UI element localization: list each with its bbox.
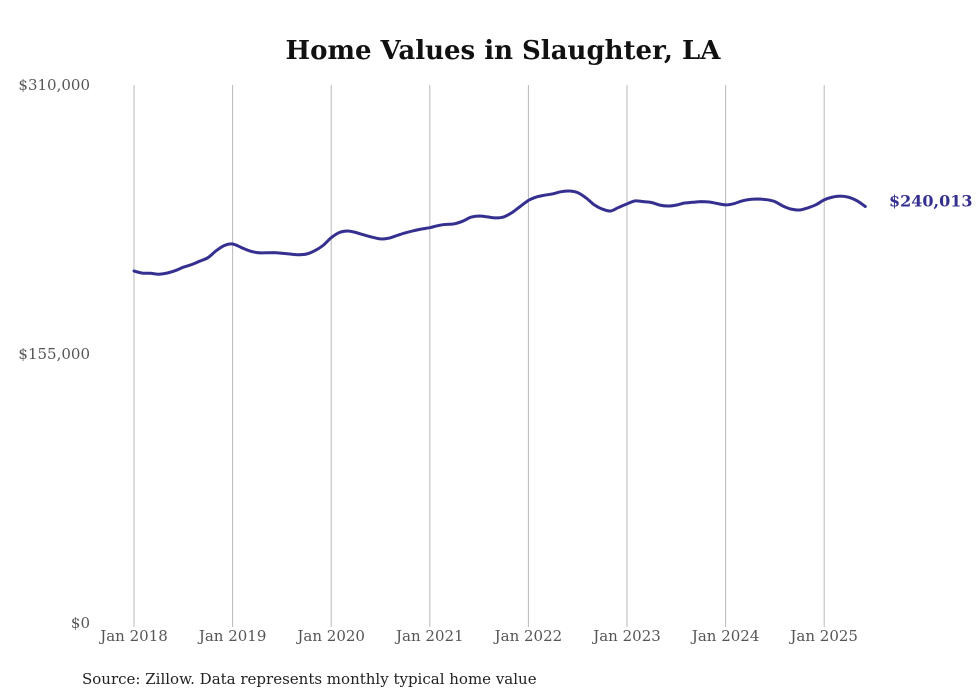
x-tick-label: Jan 2020 — [295, 627, 365, 645]
x-tick-label: Jan 2024 — [690, 627, 760, 645]
y-tick-label: $0 — [71, 614, 90, 632]
end-value-label: $240,013 — [889, 192, 973, 211]
y-tick-label: $155,000 — [18, 345, 90, 363]
x-tick-label: Jan 2021 — [394, 627, 464, 645]
y-tick-label: $310,000 — [18, 76, 90, 94]
chart-title: Home Values in Slaughter, LA — [286, 36, 722, 66]
source-note: Source: Zillow. Data represents monthly … — [82, 670, 537, 688]
y-axis: $0 $155,000 $310,000 — [18, 76, 90, 632]
series-line-home-value — [132, 189, 867, 276]
x-axis: Jan 2018 Jan 2019 Jan 2020 Jan 2021 Jan 2022… — [98, 627, 858, 645]
x-tick-label: Jan 2023 — [591, 627, 661, 645]
grid-lines — [133, 85, 825, 627]
x-tick-label: Jan 2019 — [197, 627, 267, 645]
x-tick-label: Jan 2025 — [788, 627, 858, 645]
x-tick-label: Jan 2022 — [493, 627, 563, 645]
x-tick-label: Jan 2018 — [98, 627, 168, 645]
